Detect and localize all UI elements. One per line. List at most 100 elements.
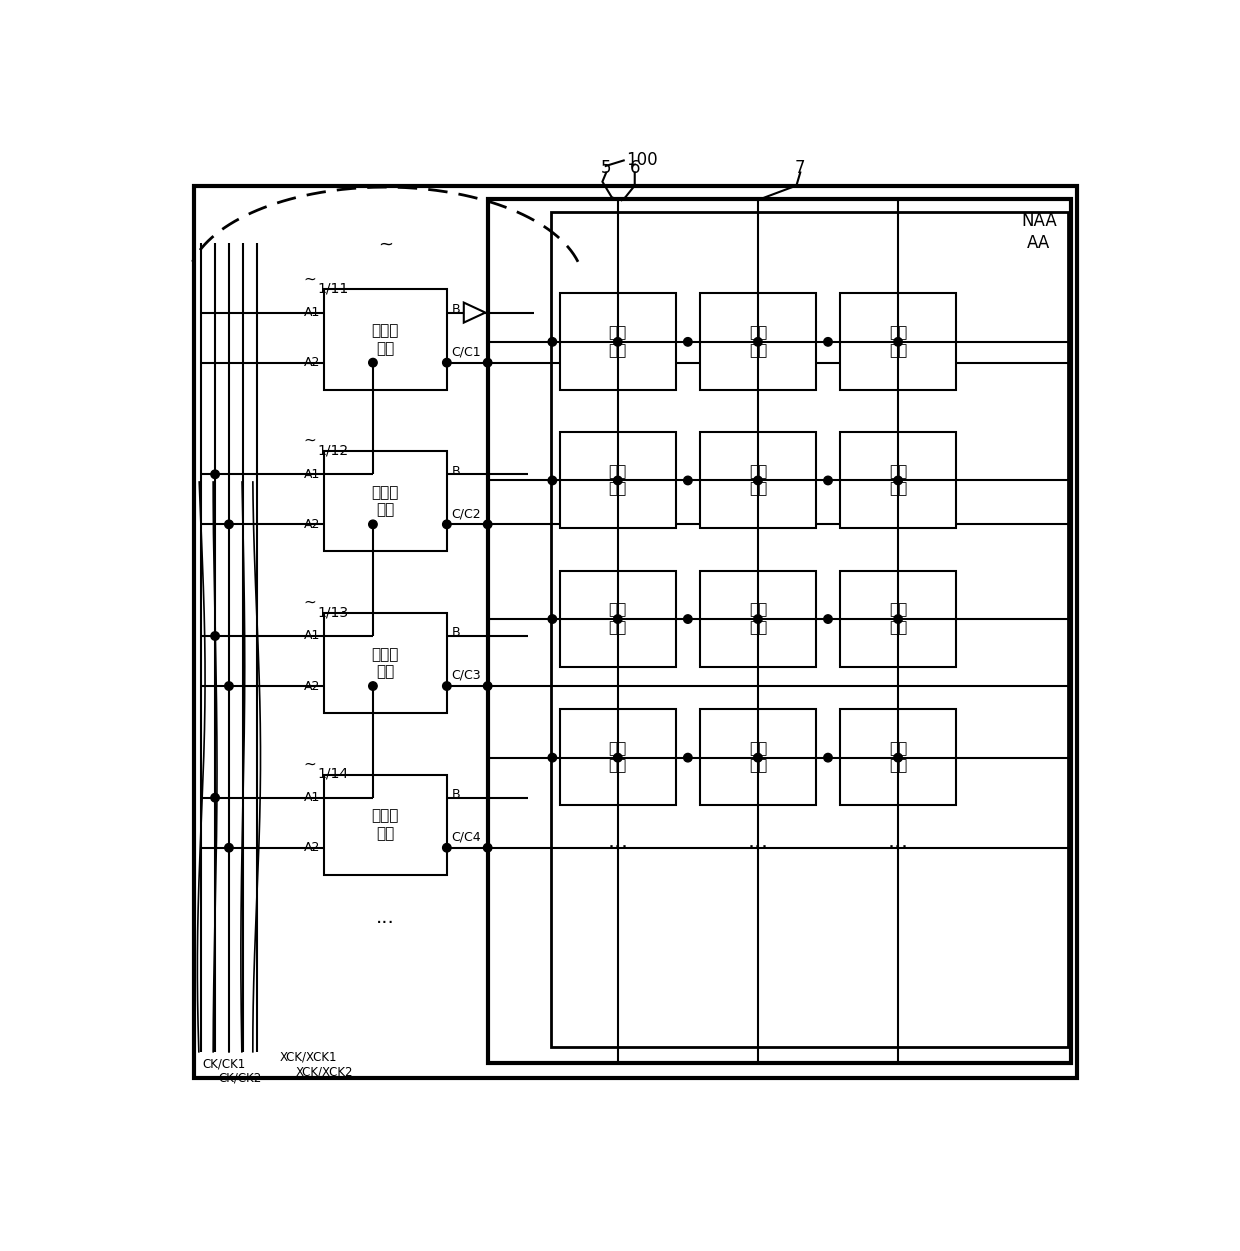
Circle shape xyxy=(823,338,832,347)
Text: 7: 7 xyxy=(795,159,806,176)
Text: A2: A2 xyxy=(304,518,320,530)
Text: B: B xyxy=(451,303,460,317)
Bar xyxy=(701,709,816,806)
Circle shape xyxy=(683,753,692,762)
Circle shape xyxy=(224,843,233,852)
Text: ...: ... xyxy=(376,907,394,927)
Circle shape xyxy=(894,477,903,484)
Bar xyxy=(324,452,446,552)
Circle shape xyxy=(224,682,233,691)
Circle shape xyxy=(548,338,557,347)
Text: 像素
单元: 像素 单元 xyxy=(749,464,768,497)
Bar xyxy=(701,293,816,389)
Bar xyxy=(560,432,676,528)
Text: A2: A2 xyxy=(304,357,320,369)
Bar xyxy=(324,774,446,874)
Text: 1/11: 1/11 xyxy=(317,281,348,295)
Text: A1: A1 xyxy=(304,791,320,804)
Text: 像素
单元: 像素 单元 xyxy=(749,741,768,773)
Circle shape xyxy=(443,520,451,529)
Circle shape xyxy=(548,477,557,484)
Text: ...: ... xyxy=(888,832,909,852)
Bar xyxy=(841,570,956,667)
Circle shape xyxy=(484,682,492,691)
Circle shape xyxy=(614,338,622,347)
Text: ...: ... xyxy=(748,832,769,852)
Circle shape xyxy=(894,753,903,762)
Bar xyxy=(324,289,446,389)
Text: A1: A1 xyxy=(304,306,320,319)
Text: C/C3: C/C3 xyxy=(451,669,481,682)
Circle shape xyxy=(368,358,377,367)
Text: A2: A2 xyxy=(304,679,320,693)
Polygon shape xyxy=(464,303,485,323)
Circle shape xyxy=(548,753,557,762)
Text: 像素
单元: 像素 单元 xyxy=(609,325,627,358)
Circle shape xyxy=(754,338,763,347)
Circle shape xyxy=(823,753,832,762)
Text: 像素
单元: 像素 单元 xyxy=(889,741,908,773)
Circle shape xyxy=(548,614,557,623)
Text: A1: A1 xyxy=(304,468,320,480)
Text: 100: 100 xyxy=(626,151,658,169)
Bar xyxy=(701,432,816,528)
Bar xyxy=(841,293,956,389)
Circle shape xyxy=(211,470,219,479)
Circle shape xyxy=(443,843,451,852)
Text: AA: AA xyxy=(1027,234,1050,251)
Circle shape xyxy=(683,477,692,484)
Bar xyxy=(487,199,1071,1062)
Circle shape xyxy=(894,614,903,623)
Text: ~: ~ xyxy=(304,271,316,286)
Text: XCK/XCK2: XCK/XCK2 xyxy=(295,1066,352,1078)
Text: 像素
单元: 像素 单元 xyxy=(609,741,627,773)
Text: 像素
单元: 像素 单元 xyxy=(609,464,627,497)
Text: ~: ~ xyxy=(304,594,316,609)
Circle shape xyxy=(894,338,903,347)
Circle shape xyxy=(368,682,377,691)
Bar xyxy=(701,570,816,667)
Circle shape xyxy=(484,358,492,367)
Circle shape xyxy=(823,477,832,484)
Bar xyxy=(560,293,676,389)
Circle shape xyxy=(443,682,451,691)
Text: 像素
单元: 像素 单元 xyxy=(889,603,908,634)
Bar xyxy=(324,613,446,713)
Bar xyxy=(551,213,1068,1047)
Circle shape xyxy=(754,477,763,484)
Text: ~: ~ xyxy=(378,236,393,254)
Circle shape xyxy=(368,520,377,529)
Text: B: B xyxy=(451,627,460,639)
Circle shape xyxy=(614,614,622,623)
Circle shape xyxy=(484,843,492,852)
Text: 像素
单元: 像素 单元 xyxy=(749,603,768,634)
Text: A2: A2 xyxy=(304,841,320,854)
Text: B: B xyxy=(451,464,460,478)
Text: C/C1: C/C1 xyxy=(451,345,481,358)
Text: NAA: NAA xyxy=(1022,213,1058,230)
Text: 移位寄
存器: 移位寄 存器 xyxy=(372,485,399,518)
Text: ...: ... xyxy=(608,832,629,852)
Bar xyxy=(841,709,956,806)
Circle shape xyxy=(754,753,763,762)
Bar xyxy=(560,709,676,806)
Circle shape xyxy=(823,614,832,623)
Text: 移位寄
存器: 移位寄 存器 xyxy=(372,808,399,841)
Text: ~: ~ xyxy=(304,433,316,448)
Text: 1/13: 1/13 xyxy=(317,605,348,619)
Circle shape xyxy=(443,358,451,367)
Text: A1: A1 xyxy=(304,629,320,643)
Circle shape xyxy=(211,632,219,641)
Text: 1/12: 1/12 xyxy=(317,444,348,458)
Circle shape xyxy=(683,614,692,623)
Circle shape xyxy=(484,520,492,529)
Text: B: B xyxy=(451,788,460,801)
Text: 5: 5 xyxy=(601,159,611,176)
Text: XCK/XCK1: XCK/XCK1 xyxy=(280,1051,337,1063)
Text: C/C2: C/C2 xyxy=(451,507,481,520)
Text: 6: 6 xyxy=(630,159,640,176)
Text: 像素
单元: 像素 单元 xyxy=(749,325,768,358)
Circle shape xyxy=(754,614,763,623)
Circle shape xyxy=(614,477,622,484)
Bar xyxy=(560,570,676,667)
